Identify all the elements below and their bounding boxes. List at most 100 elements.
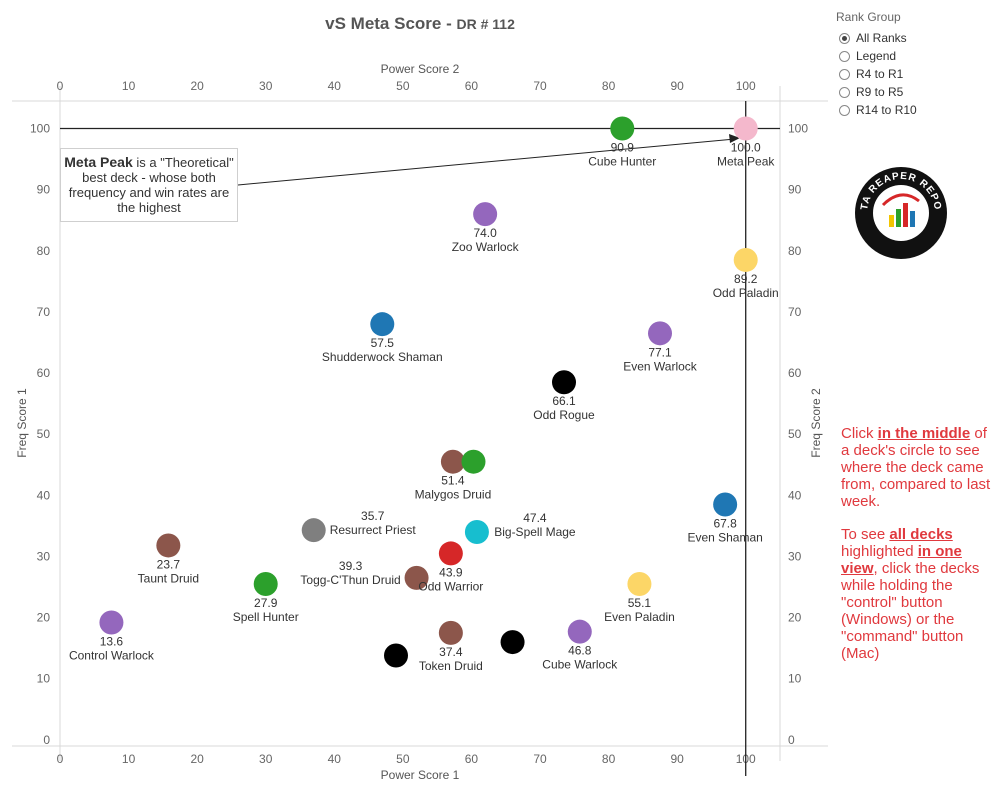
rank-option-r14-to-r10[interactable]: R14 to R10 [836,101,986,119]
y-tick-label-right: 70 [788,305,802,319]
logo-bar-2 [896,209,901,227]
x-tick-label-top: 90 [670,79,684,93]
x-tick-label-top: 40 [328,79,342,93]
point-big-spell-mage[interactable] [464,520,489,545]
point-score-label: 89.2 [734,272,758,286]
y-tick-label-left: 10 [37,672,51,686]
chart-title-sub: DR # 112 [456,16,515,32]
rank-option-label: R14 to R10 [856,103,917,117]
x-tick-label-top: 0 [57,79,64,93]
rank-group-title: Rank Group [836,10,901,24]
point-togg-c-thun-druid[interactable] [404,565,429,590]
chart-title-main: vS Meta Score [325,14,442,33]
y-tick-label-left: 30 [37,549,51,563]
point-even-paladin[interactable] [627,571,652,596]
point-name-label: Even Paladin [604,610,675,624]
point-odd-rogue[interactable] [552,370,576,395]
rank-option-legend[interactable]: Legend [836,47,986,65]
y-tick-label-right: 40 [788,488,802,502]
x-tick-label-top: 30 [259,79,273,93]
y-tick-label-left: 40 [37,488,51,502]
point-unlabeled-21[interactable] [384,643,408,668]
point-score-label: 35.7 [361,509,385,523]
x-tick-label-top: 80 [602,79,616,93]
rank-option-r4-to-r1[interactable]: R4 to R1 [836,65,986,83]
radio-icon[interactable] [839,104,850,116]
point-shudderwock-shaman[interactable] [370,312,395,337]
point-token-druid[interactable] [438,620,463,645]
point-unlabeled-20[interactable] [500,630,525,655]
point-score-label: 67.8 [713,517,737,531]
x-axis-title-bottom: Power Score 1 [381,768,460,782]
point-unlabeled-8[interactable] [461,449,486,474]
point-malygos-druid[interactable] [440,449,465,474]
point-score-label: 57.5 [371,336,395,350]
point-meta-peak[interactable] [733,116,758,141]
chart-title: vS Meta Score - DR # 112 [325,14,515,33]
point-score-label: 66.1 [552,394,576,408]
rank-option-all-ranks[interactable]: All Ranks [836,29,986,47]
data-reaper-logo: DATA REAPER REPORT [853,165,947,259]
radio-icon[interactable] [839,50,850,62]
point-name-label: Malygos Druid [415,488,492,502]
point-cube-warlock[interactable] [567,619,592,644]
callout-arrow [237,134,740,186]
point-spell-hunter[interactable] [253,571,278,596]
point-score-label: 39.3 [339,559,363,573]
y-tick-label-right: 100 [788,122,808,136]
logo-bar-1 [889,215,894,227]
x-tick-label-bottom: 0 [57,752,64,766]
radio-icon[interactable] [839,32,850,44]
point-name-label: Odd Warrior [418,579,483,593]
rank-group-filter: Rank Group All Ranks Legend R4 to R1 R9 to … [836,10,986,119]
rank-option-r9-to-r5[interactable]: R9 to R5 [836,83,986,101]
point-even-warlock[interactable] [648,321,672,346]
point-score-label: 77.1 [648,345,672,359]
chart-axes: 0010102020303040405050606070708080909010… [12,62,828,782]
point-taunt-druid[interactable] [156,533,181,558]
point-name-label: Cube Warlock [542,658,618,672]
point-control-warlock[interactable] [99,610,124,635]
callout-arrow-line [237,138,736,186]
point-zoo-warlock[interactable] [473,202,498,227]
rank-option-label: All Ranks [856,31,907,45]
point-name-label: Shudderwock Shaman [322,350,443,364]
point-name-label: Togg-C'Thun Druid [300,573,400,587]
point-resurrect-priest[interactable] [301,518,326,543]
point-score-label: 23.7 [157,557,181,571]
x-tick-label-bottom: 40 [328,752,342,766]
point-cube-hunter[interactable] [610,116,635,141]
point-score-label: 55.1 [628,596,652,610]
point-score-label: 90.9 [611,141,635,155]
callout-text: is a "Theoretical" best deck - whose bot… [68,155,234,215]
y-tick-label-left: 80 [37,244,51,258]
x-tick-label-top: 20 [190,79,204,93]
x-tick-label-top: 50 [396,79,410,93]
y-tick-label-left: 70 [37,305,51,319]
point-odd-paladin[interactable] [733,247,758,272]
note-paragraph-2: To see all decks highlighted in one view… [841,526,980,662]
point-score-label: 37.4 [439,645,463,659]
point-score-label: 74.0 [473,226,497,240]
callout-bold: Meta Peak [64,154,133,170]
y-tick-label-left: 100 [30,122,50,136]
y-tick-label-right: 50 [788,427,802,441]
x-tick-label-bottom: 10 [122,752,136,766]
x-tick-label-bottom: 80 [602,752,616,766]
point-odd-warrior[interactable] [438,541,463,566]
x-axis-title-top: Power Score 2 [381,62,460,76]
y-tick-label-left: 20 [37,611,51,625]
radio-icon[interactable] [839,86,850,98]
point-name-label: Big-Spell Mage [494,525,576,539]
x-tick-label-top: 60 [465,79,479,93]
rank-option-label: R9 to R5 [856,85,904,99]
y-tick-label-left: 50 [37,427,51,441]
logo-bar-4 [910,211,915,227]
x-tick-label-bottom: 70 [533,752,547,766]
point-even-shaman[interactable] [713,492,738,517]
point-name-label: Even Shaman [687,531,762,545]
y-tick-label-right: 90 [788,183,802,197]
meta-peak-callout: Meta Peak is a "Theoretical" best deck -… [60,148,238,222]
x-tick-label-top: 70 [533,79,547,93]
radio-icon[interactable] [839,68,850,80]
